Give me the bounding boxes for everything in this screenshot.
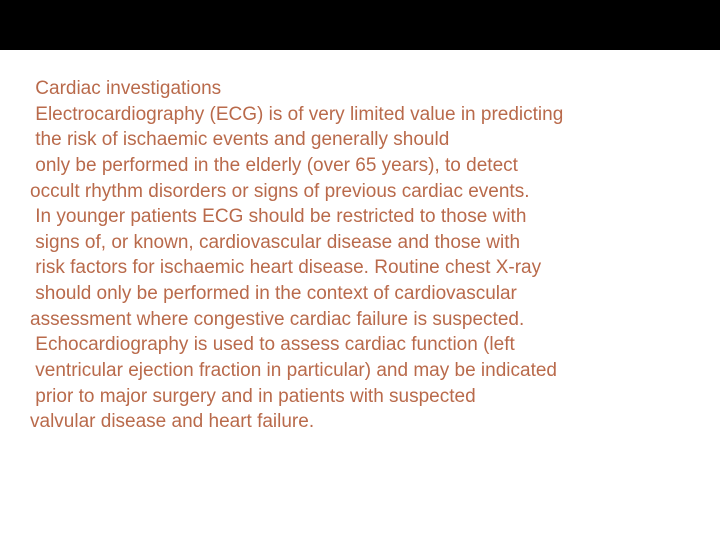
text-line: valvular disease and heart failure. [30,409,563,435]
body-text-block: Cardiac investigations Electrocardiograp… [30,76,563,435]
header-bar [0,0,720,50]
text-line: only be performed in the elderly (over 6… [30,153,563,179]
text-line: Cardiac investigations [30,76,563,102]
text-line: occult rhythm disorders or signs of prev… [30,179,563,205]
text-line: Echocardiography is used to assess cardi… [30,332,563,358]
slide: Cardiac investigations Electrocardiograp… [0,0,720,540]
text-line: signs of, or known, cardiovascular disea… [30,230,563,256]
text-line: assessment where congestive cardiac fail… [30,307,563,333]
text-line: Electrocardiography (ECG) is of very lim… [30,102,563,128]
text-line: should only be performed in the context … [30,281,563,307]
text-line: In younger patients ECG should be restri… [30,204,563,230]
text-line: the risk of ischaemic events and general… [30,127,563,153]
text-line: prior to major surgery and in patients w… [30,384,563,410]
text-line: risk factors for ischaemic heart disease… [30,255,563,281]
text-line: ventricular ejection fraction in particu… [30,358,563,384]
